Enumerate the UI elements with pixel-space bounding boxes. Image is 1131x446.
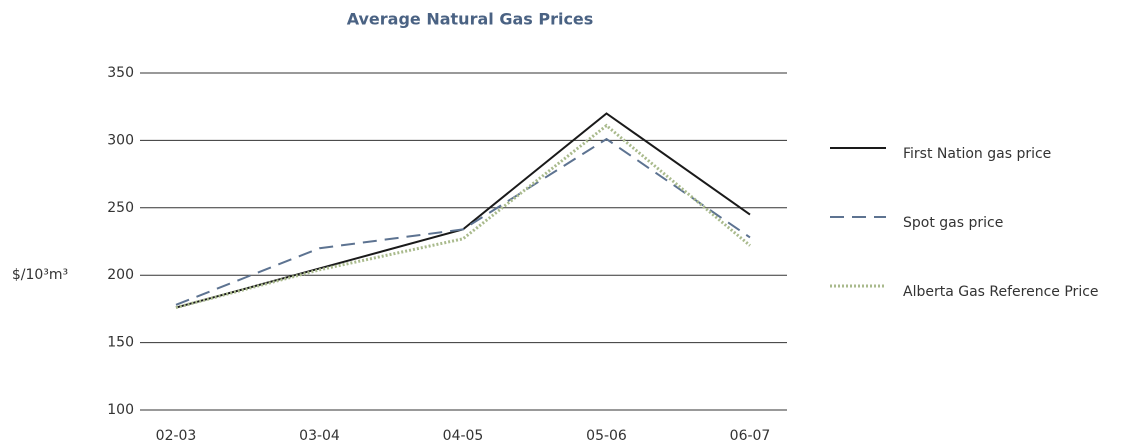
y-tick-label: 250 xyxy=(107,200,134,216)
x-tick-label: 02-03 xyxy=(156,428,197,444)
y-tick-label: 100 xyxy=(107,402,134,418)
series-line xyxy=(175,137,751,306)
series-line xyxy=(175,112,751,309)
y-tick-label: 150 xyxy=(107,335,134,351)
series-line xyxy=(175,123,751,310)
y-tick-label: 300 xyxy=(107,132,134,148)
chart-title: Average Natural Gas Prices xyxy=(347,10,594,29)
x-tick-label: 06-07 xyxy=(730,428,771,444)
legend-label: Spot gas price xyxy=(903,215,1003,231)
x-tick-label: 03-04 xyxy=(299,428,340,444)
legend-label: Alberta Gas Reference Price xyxy=(903,284,1099,300)
x-tick-label: 04-05 xyxy=(443,428,484,444)
x-tick-label: 05-06 xyxy=(586,428,627,444)
y-tick-label: 350 xyxy=(107,65,134,81)
y-tick-label: 200 xyxy=(107,267,134,283)
legend-label: First Nation gas price xyxy=(903,146,1051,162)
y-axis-label: $/10³m³ xyxy=(12,267,68,283)
